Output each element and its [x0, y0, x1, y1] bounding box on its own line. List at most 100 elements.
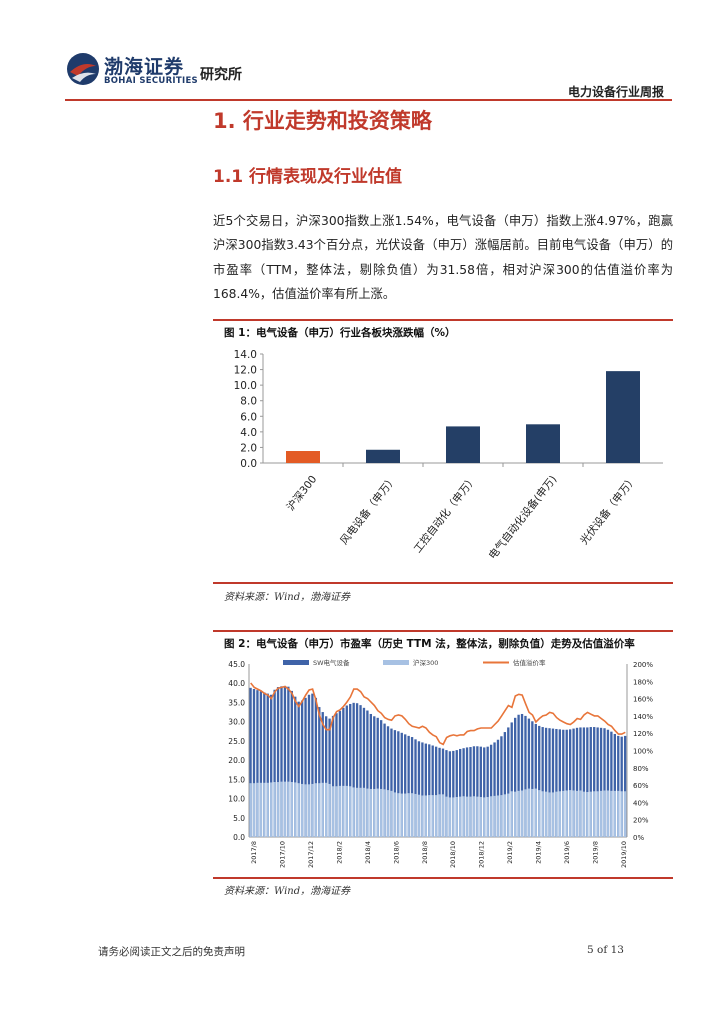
chart2-legend-swatch — [383, 660, 409, 665]
chart2-bar-sw — [311, 693, 314, 837]
chart2-bar-sw — [335, 713, 338, 837]
chart2-bar-sw — [603, 728, 606, 837]
chart2-bar-hs300 — [527, 788, 531, 837]
chart2-bar-hs300 — [338, 785, 342, 837]
chart2-bar-sw — [417, 741, 421, 837]
chart2-x-tick-label: 2017/8 — [250, 841, 258, 864]
bohai-logo-icon — [67, 53, 99, 85]
figure1-bottom-rule — [213, 582, 673, 584]
chart2-bar-sw — [263, 692, 266, 837]
chart2-bar-sw — [472, 746, 476, 837]
chart1-x-tick-label: 电气自动化设备(申万) — [486, 473, 559, 562]
figure2-title: 图 2：电气设备（申万）市盈率（历史 TTM 法，整体法，剔除负值）走势及估值溢… — [224, 638, 635, 650]
chart2-y2-tick-label: 200% — [633, 661, 653, 669]
chart2-bar-sw — [407, 735, 410, 837]
chart2-x-tick-label: 2019/4 — [535, 841, 543, 864]
chart2-bar-hs300 — [503, 794, 507, 837]
chart2-bar-sw — [252, 688, 256, 837]
chart2-bar-hs300 — [249, 783, 252, 837]
chart2-bar-sw — [445, 750, 448, 837]
chart2-bar-sw — [390, 728, 393, 837]
chart1-x-tick-label: 工控自动化（申万） — [411, 473, 479, 555]
chart2-x-tick-label: 2018/4 — [364, 841, 372, 864]
chart2-bar-sw — [397, 731, 400, 837]
chart2-bar-sw — [452, 750, 455, 837]
chart2-bar-sw — [448, 751, 452, 837]
chart2-y2-tick-label: 160% — [633, 696, 653, 704]
figure2-top-rule — [213, 630, 673, 632]
chart2-bar-sw — [304, 697, 307, 837]
chart2-bar-sw — [300, 700, 304, 837]
chart1-bar — [446, 426, 480, 463]
chart2-bar-sw — [434, 746, 438, 837]
footer-disclaimer: 请务必阅读正文之后的免责声明 — [98, 946, 245, 958]
chart2-bar-hs300 — [486, 797, 489, 837]
chart2-bar-sw — [586, 727, 589, 837]
chart2-x-tick-label: 2019/6 — [563, 841, 571, 864]
chart2-bar-hs300 — [489, 796, 493, 837]
chart2-bar-hs300 — [479, 797, 482, 837]
chart2-bar-sw — [617, 735, 620, 837]
chart2-bar-sw — [331, 715, 335, 837]
chart2-bar-hs300 — [483, 797, 486, 837]
chart2-bar-hs300 — [462, 796, 465, 837]
chart2-bar-sw — [572, 728, 575, 837]
chart2-bar-sw — [249, 687, 252, 837]
chart2-bar-sw — [287, 686, 290, 837]
chart2-bar-sw — [527, 718, 531, 837]
chart2-bar-hs300 — [307, 784, 311, 837]
chart1-y-tick-label: 6.0 — [240, 411, 257, 423]
chart2-bar-sw — [455, 750, 458, 837]
section-title: 1. 行业走势和投资策略 — [213, 109, 432, 133]
chart2-bar-sw — [544, 727, 548, 837]
chart2-bar-sw — [280, 686, 283, 837]
chart2-bar-hs300 — [431, 795, 434, 837]
chart2-bar-hs300 — [568, 790, 572, 837]
chart2-bar-hs300 — [565, 790, 568, 837]
chart2-bar-hs300 — [610, 790, 613, 837]
chart2-bar-hs300 — [496, 795, 500, 837]
chart2-bar-sw — [325, 716, 328, 837]
chart2-bar-sw — [424, 743, 427, 837]
chart2-bar-hs300 — [520, 790, 524, 837]
chart2-bar-sw — [400, 732, 403, 837]
chart2-bar-sw — [273, 689, 276, 837]
chart2-bar-hs300 — [579, 790, 582, 837]
chart2-y2-tick-label: 40% — [633, 799, 649, 807]
chart2-bar-sw — [342, 707, 345, 837]
chart2-bar-hs300 — [514, 791, 517, 837]
chart2-bar-hs300 — [373, 788, 376, 837]
chart2-bar-sw — [366, 710, 369, 837]
chart1-y-tick-label: 2.0 — [240, 442, 257, 454]
chart2-bar-sw — [606, 729, 610, 837]
chart2-bar-hs300 — [280, 781, 283, 837]
chart2-bar-hs300 — [335, 786, 338, 837]
chart2-bar-sw — [524, 715, 527, 837]
chart2-x-tick-label: 2019/2 — [506, 841, 514, 864]
chart2-bar-sw — [276, 687, 280, 837]
chart2-y2-tick-label: 120% — [633, 730, 653, 738]
chart2-bar-sw — [558, 729, 562, 837]
chart2-bar-hs300 — [256, 782, 259, 837]
chart2-bar-hs300 — [369, 788, 373, 837]
chart2-bar-sw — [623, 735, 627, 837]
chart1-bar — [606, 371, 640, 463]
chart2-bar-hs300 — [273, 782, 276, 837]
chart2-bar-hs300 — [393, 792, 397, 837]
chart2-bar-hs300 — [379, 788, 383, 837]
chart2-bar-hs300 — [266, 782, 269, 837]
chart2-bar-hs300 — [558, 791, 562, 837]
chart1-y-tick-label: 0.0 — [240, 458, 257, 470]
chart2-bar-hs300 — [493, 795, 496, 837]
chart2-bar-sw — [270, 694, 273, 837]
chart1-x-tick-label: 沪深300 — [284, 473, 320, 513]
chart2-legend-swatch — [283, 660, 309, 665]
chart2-y-tick-label: 0.0 — [233, 833, 245, 842]
chart2-bar-sw — [431, 745, 434, 837]
chart2-bar-hs300 — [400, 793, 403, 837]
chart2-bar-sw — [328, 718, 331, 837]
chart2-legend-label: SW电气设备 — [313, 658, 350, 667]
chart2-bar-sw — [548, 728, 551, 837]
chart2-bar-hs300 — [355, 787, 359, 837]
chart2-bar-sw — [386, 726, 390, 837]
